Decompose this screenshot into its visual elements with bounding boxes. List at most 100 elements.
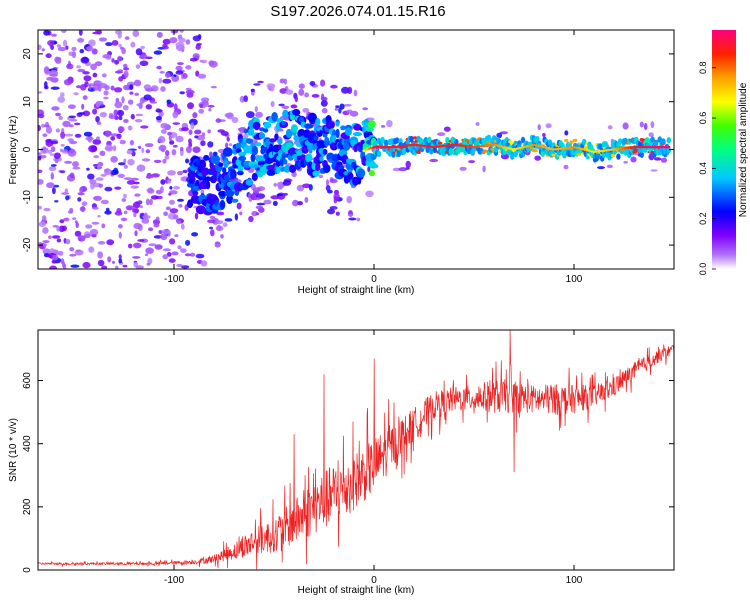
heatmap-ridge-core: [564, 146, 568, 150]
heatmap-noise-blob: [111, 40, 119, 46]
heatmap-ridge-blob: [486, 134, 491, 141]
heatmap-ridge-blob: [384, 139, 389, 146]
heatmap-noise-blob: [320, 79, 326, 87]
heatmap-ridge-blob: [573, 138, 578, 142]
heatmap-noise-blob: [272, 200, 278, 206]
heatmap-noise-blob: [62, 120, 71, 128]
heatmap-noise-blob: [38, 113, 45, 119]
heatmap-ridge-blob: [353, 123, 362, 131]
heatmap-noise-blob: [110, 156, 118, 163]
heatmap-ridge-core: [432, 145, 436, 149]
heatmap-noise-blob: [437, 132, 446, 137]
heatmap-ridge-core: [626, 146, 630, 149]
heatmap-noise-blob: [72, 161, 79, 168]
heatmap-noise-blob: [132, 30, 140, 38]
heatmap-noise-blob: [135, 48, 143, 56]
heatmap-marks: [38, 30, 671, 269]
heatmap-noise-blob: [135, 64, 141, 69]
heatmap-ridge-blob: [342, 141, 351, 151]
heatmap-noise-blob: [176, 263, 183, 267]
heatmap-noise-blob: [145, 198, 150, 206]
heatmap-ridge-blob: [331, 129, 337, 137]
heatmap-noise-blob: [356, 217, 361, 222]
heatmap-noise-blob: [178, 204, 183, 208]
heatmap-noise-blob: [98, 183, 104, 188]
heatmap-ridge-core: [612, 148, 616, 151]
heatmap-ridge-blob: [325, 120, 335, 130]
heatmap-noise-blob: [138, 145, 142, 149]
heatmap-ridge-blob: [224, 189, 235, 197]
heatmap-noise-blob: [127, 99, 134, 105]
heatmap-noise-blob: [86, 167, 90, 171]
heatmap-noise-blob: [353, 89, 358, 97]
heatmap-noise-blob: [367, 166, 371, 173]
heatmap-noise-blob: [47, 40, 55, 46]
heatmap-noise-blob: [92, 72, 98, 78]
heatmap-noise-blob: [92, 83, 100, 91]
snr-frame: [37, 329, 675, 571]
heatmap-ridge-blob: [427, 136, 432, 143]
heatmap-ridge-blob: [188, 178, 196, 184]
heatmap-noise-blob: [168, 135, 172, 141]
heatmap-x-ticks: -100 0 100: [164, 30, 583, 285]
heatmap-noise-blob: [348, 217, 357, 221]
heatmap-noise-blob: [54, 200, 59, 203]
heatmap-ridge-core: [600, 149, 604, 153]
heatmap-noise-blob: [95, 116, 100, 123]
heatmap-noise-blob: [88, 246, 95, 253]
heatmap-noise-blob: [196, 134, 206, 141]
heatmap-ridge-blob: [229, 169, 237, 179]
heatmap-noise-blob: [97, 215, 101, 218]
heatmap-ridge-core: [499, 145, 503, 148]
heatmap-noise-blob: [443, 126, 451, 132]
heatmap-noise-blob: [64, 133, 74, 137]
heatmap-ridge-core: [496, 144, 500, 147]
heatmap-noise-blob: [597, 166, 605, 170]
heatmap-noise-blob: [89, 228, 99, 236]
heatmap-noise-blob: [174, 234, 179, 238]
heatmap-noise-blob: [123, 84, 131, 91]
heatmap-noise-blob: [133, 79, 142, 87]
heatmap-noise-blob: [100, 174, 107, 177]
heatmap-noise-blob: [118, 115, 123, 121]
heatmap-noise-blob: [80, 56, 90, 64]
heatmap-ridge-core: [367, 147, 371, 151]
heatmap-noise-blob: [276, 193, 284, 196]
heatmap-ridge-core: [451, 143, 455, 147]
heatmap-noise-blob: [86, 46, 94, 51]
heatmap-ridge-core: [427, 145, 431, 148]
heatmap-noise-blob: [51, 260, 57, 264]
heatmap-noise-blob: [158, 136, 166, 143]
heatmap-ridge-blob: [204, 176, 212, 182]
heatmap-noise-blob: [386, 120, 393, 128]
heatmap-ridge-core: [614, 148, 618, 151]
heatmap-noise-blob: [113, 109, 118, 116]
heatmap-noise-blob: [194, 212, 199, 220]
heatmap-noise-blob: [49, 265, 58, 269]
heatmap-noise-blob: [104, 130, 112, 137]
heatmap-ridge-core: [472, 145, 476, 149]
heatmap-ridge-core: [657, 145, 661, 149]
heatmap-ridge-core: [381, 145, 385, 149]
heatmap-noise-blob: [97, 251, 103, 259]
heatmap-noise-blob: [362, 107, 369, 111]
heatmap-noise-blob: [105, 42, 113, 47]
heatmap-noise-blob: [175, 70, 184, 75]
heatmap-ridge-blob: [645, 137, 650, 144]
heatmap-noise-blob: [49, 248, 55, 253]
heatmap-ridge-blob: [535, 135, 540, 143]
heatmap-noise-blob: [72, 166, 81, 170]
heatmap-ridge-blob: [323, 164, 331, 173]
heatmap-noise-blob: [329, 178, 338, 184]
heatmap-noise-blob: [76, 85, 82, 89]
heatmap-noise-blob: [254, 106, 258, 113]
heatmap-noise-blob: [111, 261, 116, 264]
heatmap-noise-blob: [278, 186, 283, 190]
heatmap-noise-blob: [189, 57, 198, 62]
snr-x-label: Height of straight line (km): [298, 585, 415, 596]
heatmap-noise-blob: [142, 215, 151, 219]
heatmap-ridge-blob: [259, 132, 265, 139]
heatmap-noise-blob: [59, 170, 66, 174]
heatmap-ridge-core: [537, 144, 541, 148]
